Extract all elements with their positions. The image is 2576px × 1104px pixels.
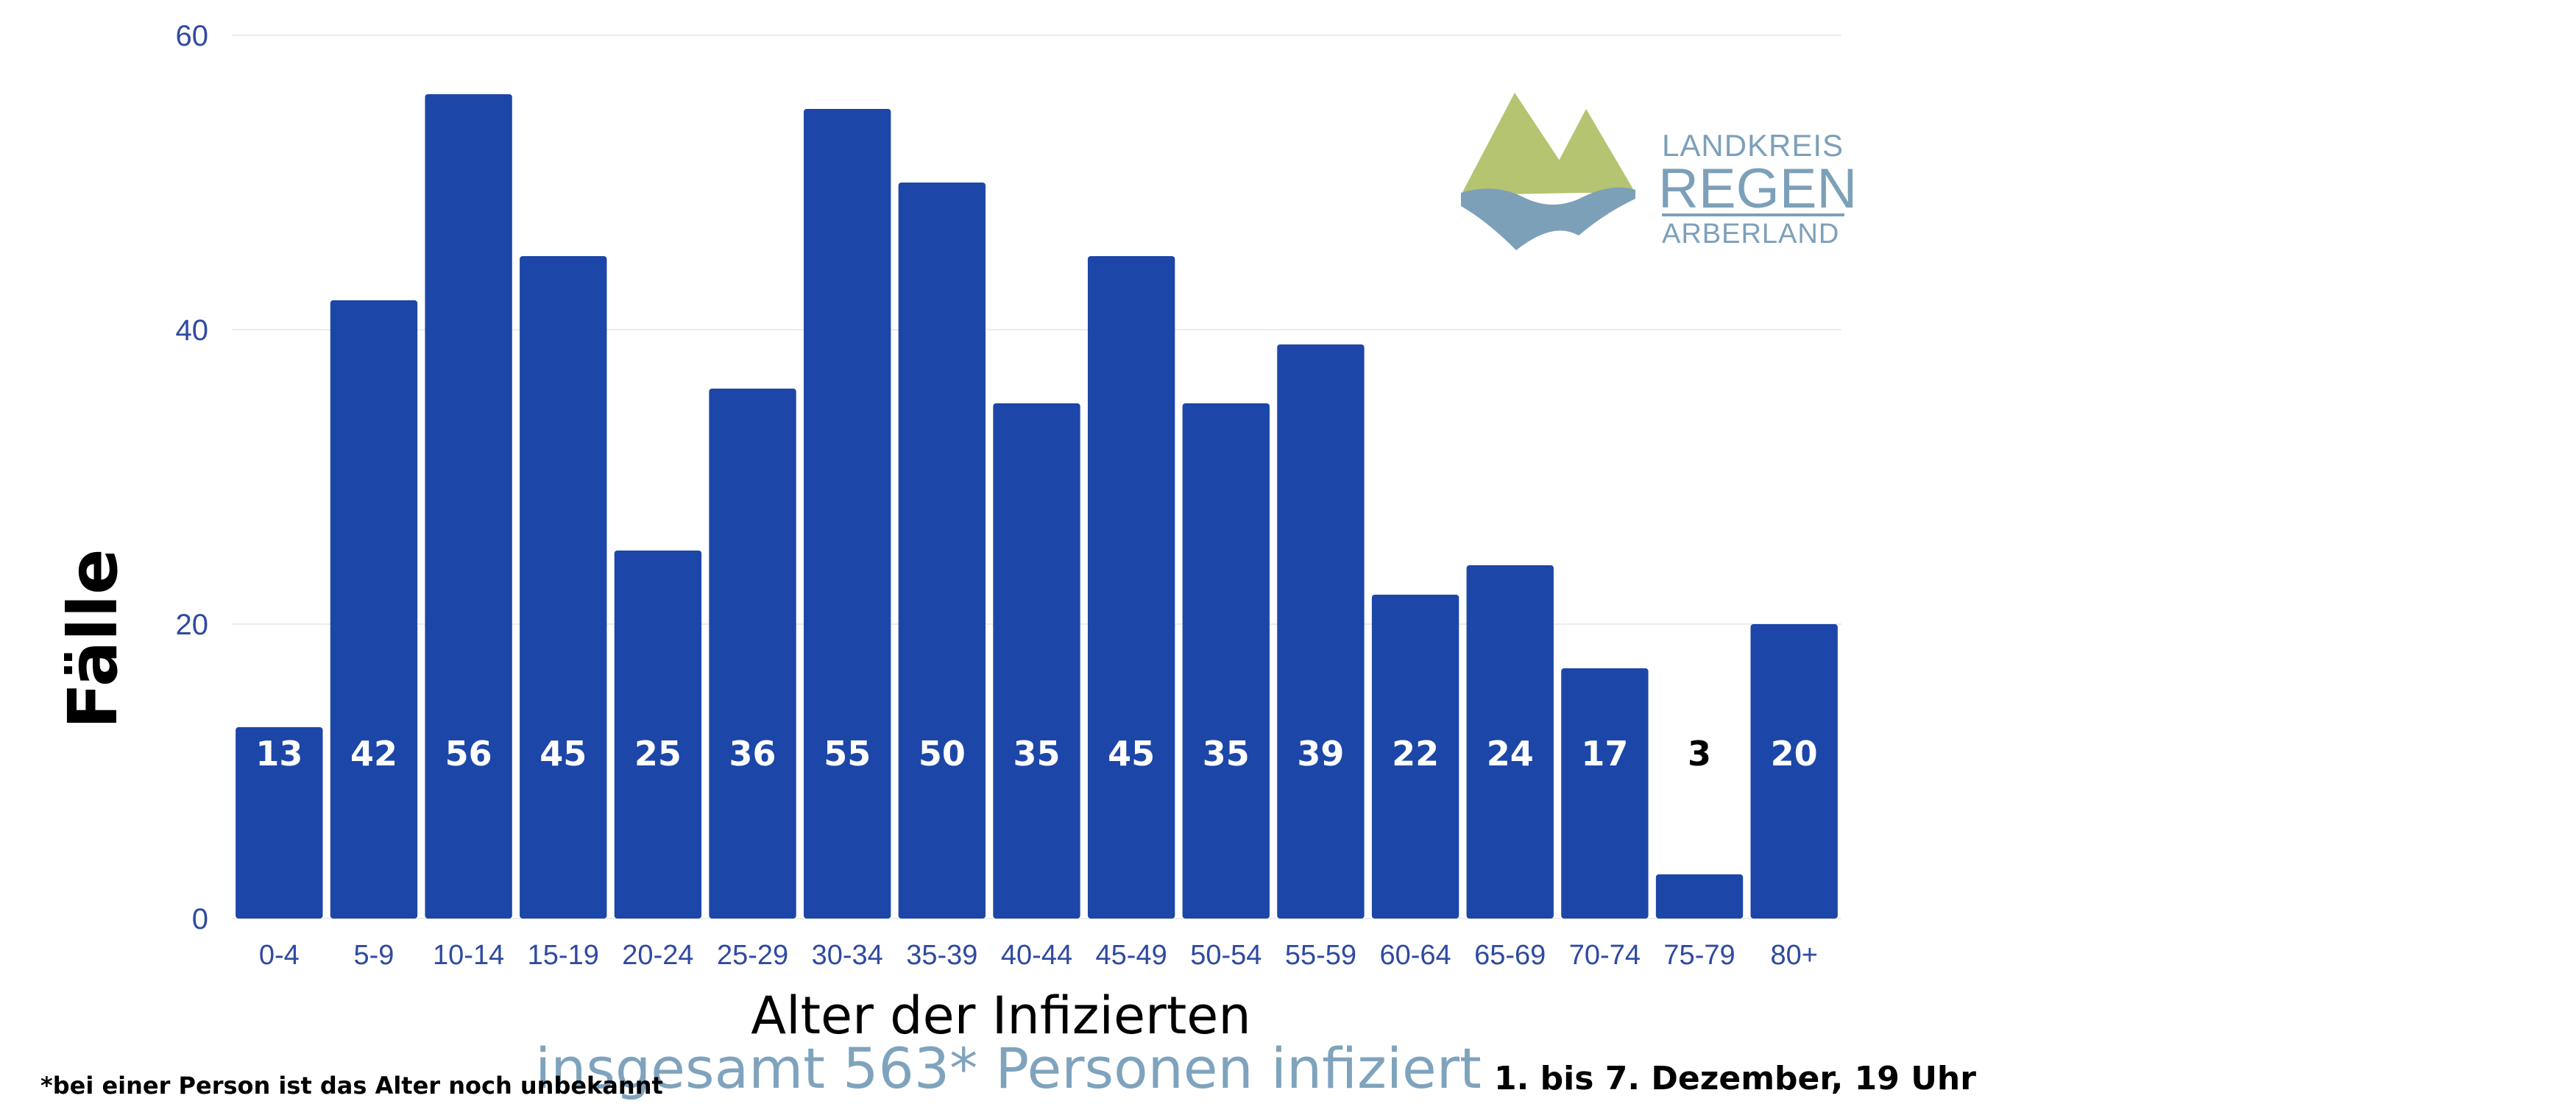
bar-value-label: 25 [634,734,682,774]
y-tick-label: 60 [176,20,209,52]
footnote: *bei einer Person ist das Alter noch unb… [40,1072,663,1100]
bar-value-label: 56 [445,734,492,774]
y-tick-label: 20 [176,609,209,641]
y-tick-label: 40 [176,314,209,347]
bar-value-label: 35 [1203,734,1250,774]
bar [614,551,702,919]
bar [1277,344,1365,919]
logo-text-regen: REGEN [1658,158,1857,220]
x-tick-label: 45-49 [1096,940,1167,971]
bar [1561,668,1649,919]
bar [330,300,418,919]
x-tick-label: 40-44 [1001,940,1072,971]
bar [425,94,512,919]
x-tick-label: 0-4 [259,940,300,971]
y-axis-ticks: 0 20 40 60 [176,20,209,935]
x-tick-label: 70-74 [1569,940,1641,971]
bar-value-label: 24 [1487,734,1534,774]
y-tick-label: 0 [192,903,208,935]
x-tick-label: 20-24 [622,940,693,971]
x-tick-label: 5-9 [354,940,394,971]
bar-value-label: 3 [1688,734,1711,774]
landkreis-regen-logo: LANDKREIS REGEN ARBERLAND [1461,93,1857,250]
logo-divider [1662,213,1844,216]
bar-value-label: 17 [1581,734,1628,774]
mountain-right-icon [1542,109,1635,193]
x-tick-label: 10-14 [433,940,504,971]
mountain-left-icon [1461,93,1581,195]
bar-value-label: 55 [824,734,871,774]
x-tick-label: 65-69 [1474,940,1546,971]
logo-text-landkreis: LANDKREIS [1662,128,1844,163]
bar-value-label: 35 [1013,734,1060,774]
x-tick-label: 35-39 [906,940,977,971]
bar [898,183,986,919]
x-tick-label: 80+ [1770,940,1817,971]
bar [1371,595,1459,919]
x-tick-label: 25-29 [717,940,788,971]
bar-value-label: 13 [255,734,302,774]
bar [709,389,796,919]
logo-text-arberland: ARBERLAND [1662,219,1839,250]
x-tick-label: 30-34 [812,940,883,971]
x-tick-label: 55-59 [1285,940,1356,971]
bar-value-label: 22 [1392,734,1439,774]
bar-value-label: 20 [1771,734,1818,774]
x-tick-label: 15-19 [528,940,599,971]
x-tick-label: 50-54 [1190,940,1262,971]
bar [804,109,891,919]
bar [993,403,1080,919]
bars [236,94,1838,919]
bar-data-labels: 13 42 56 45 25 36 55 50 35 45 35 39 22 24 17 3 20 [255,734,1817,774]
bar-value-label: 45 [539,734,587,774]
bar [1087,256,1175,919]
y-axis-label: Fälle [54,548,132,729]
x-tick-label: 75-79 [1663,940,1735,971]
bar-value-label: 50 [919,734,966,774]
bar-value-label: 36 [729,734,776,774]
bar-value-label: 42 [350,734,397,774]
bar [520,256,607,919]
bar-value-label: 39 [1297,734,1344,774]
bar-value-label: 45 [1108,734,1155,774]
x-axis-ticks: 0-4 5-9 10-14 15-19 20-24 25-29 30-34 35-39 40-4… [259,940,1818,971]
x-tick-label: 60-64 [1379,940,1451,971]
bar [236,727,323,919]
date-range: 1. bis 7. Dezember, 19 Uhr [1494,1060,1976,1097]
bar [1655,874,1744,919]
bar [1182,403,1270,919]
total-infected-text: insgesamt 563* Personen infiziert [535,1036,1482,1101]
wave-icon [1461,187,1635,250]
bar [1466,565,1554,919]
x-axis-label: Alter der Infizierten [751,986,1250,1046]
bar [1750,624,1838,919]
